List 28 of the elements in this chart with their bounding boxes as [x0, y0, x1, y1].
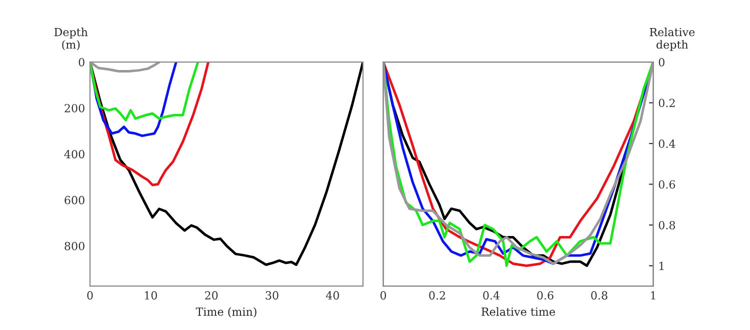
y2-tick-label: 1	[659, 262, 664, 270]
x-tick-label: 30	[266, 291, 278, 300]
x-tick-label: 0.6	[537, 291, 554, 300]
y2-tick-label: 0.4	[658, 139, 676, 148]
y-tick-label: 400	[64, 150, 84, 158]
x-tick-label: 0	[87, 291, 93, 300]
x-tick-label: 40	[326, 291, 339, 300]
y-tick-label: 0	[78, 58, 84, 66]
x-tick-label: 1	[651, 291, 656, 300]
y2-tick-label: 0.8	[658, 220, 676, 230]
line-series	[90, 62, 200, 122]
x-axis-title: Relative time	[482, 307, 556, 316]
y2-tick-label: 0.6	[658, 180, 676, 189]
x-tick-label: 0.4	[483, 291, 500, 300]
x-tick-label: 0.2	[429, 291, 445, 300]
y-axis-title: Depth (m)	[54, 28, 88, 50]
line-series	[90, 62, 160, 72]
y-tick-label: 200	[64, 104, 84, 112]
x-tick-label: 10	[144, 291, 157, 300]
y-tick-label: 800	[64, 242, 84, 250]
x-tick-label: 0.8	[591, 291, 608, 300]
x-tick-label: 20	[205, 291, 218, 300]
x-tick-label: 0	[380, 291, 386, 300]
y2-tick-label: 0.2	[658, 98, 675, 108]
y2-tick-label: 0	[658, 58, 664, 66]
x-axis-title: Time (min)	[196, 307, 256, 318]
y-tick-label: 600	[64, 196, 84, 204]
y2-axis-title: Relative depth	[650, 28, 695, 51]
